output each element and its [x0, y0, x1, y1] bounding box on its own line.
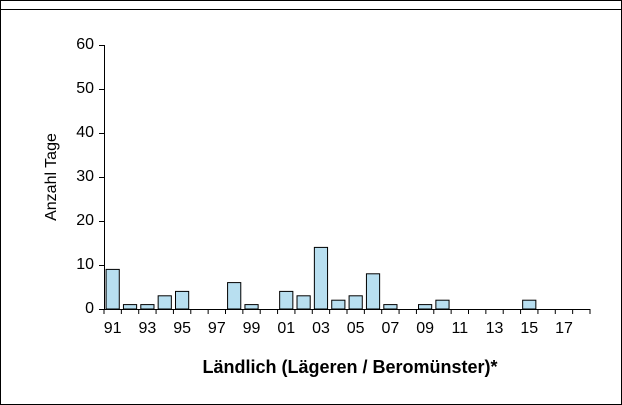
x-tick-label: 05	[347, 320, 365, 337]
x-tick-label: 97	[208, 320, 226, 337]
bar	[279, 290, 294, 310]
bar	[313, 246, 329, 310]
x-tick-label: 91	[104, 320, 122, 337]
bar	[383, 304, 398, 310]
x-tick-label: 01	[277, 320, 295, 337]
bar	[348, 295, 363, 310]
x-axis-label: Ländlich (Lägeren / Beromünster)*	[202, 357, 497, 377]
x-tick-label: 99	[243, 320, 261, 337]
bar	[418, 304, 433, 310]
y-tick-label: 10	[76, 256, 94, 273]
y-tick-label: 50	[76, 80, 94, 97]
x-tick-label: 15	[520, 320, 538, 337]
x-tick-label: 17	[555, 320, 573, 337]
x-tick-label: 93	[138, 320, 156, 337]
x-tick-label: 13	[486, 320, 504, 337]
y-tick-label: 40	[76, 124, 94, 141]
bar	[522, 299, 537, 310]
y-axis-label: Anzahl Tage	[43, 133, 60, 221]
bar	[122, 304, 138, 310]
x-tick-label: 95	[173, 320, 191, 337]
x-tick-label: 03	[312, 320, 330, 337]
bar	[140, 304, 155, 310]
bar	[331, 299, 346, 310]
bar	[296, 295, 311, 310]
y-tick-label: 30	[76, 168, 94, 185]
bar	[244, 304, 259, 310]
bar	[157, 295, 172, 310]
bar	[175, 290, 190, 310]
bar	[365, 273, 381, 310]
y-tick-label: 60	[76, 36, 94, 53]
x-tick-label: 09	[416, 320, 434, 337]
x-tick-label: 11	[452, 320, 469, 337]
bar	[227, 282, 242, 310]
y-tick-label: 20	[76, 212, 94, 229]
y-tick-label: 0	[85, 300, 94, 317]
bar	[435, 299, 450, 310]
x-tick-label: 07	[381, 320, 399, 337]
bar	[105, 268, 120, 310]
